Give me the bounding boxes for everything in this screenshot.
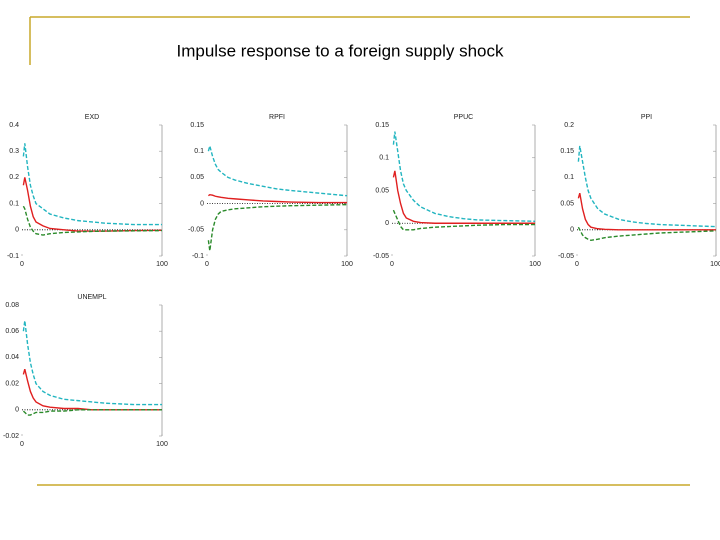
y-tick-label: 0.15 bbox=[190, 122, 204, 129]
x-tick-label: 100 bbox=[341, 261, 353, 268]
slide-title: Impulse response to a foreign supply sho… bbox=[177, 41, 504, 60]
chart-title: UNEMPL bbox=[77, 294, 106, 301]
x-tick-label: 0 bbox=[205, 261, 209, 268]
x-tick-label: 100 bbox=[529, 261, 541, 268]
y-tick-label: 0.1 bbox=[9, 200, 19, 207]
y-tick-label: 0 bbox=[570, 227, 574, 234]
x-tick-label: 100 bbox=[710, 261, 720, 268]
series-line bbox=[392, 170, 535, 224]
x-tick-label: 0 bbox=[575, 261, 579, 268]
series-line bbox=[577, 192, 716, 231]
x-tick-label: 0 bbox=[390, 261, 394, 268]
series-line bbox=[577, 226, 717, 241]
series-line bbox=[207, 203, 348, 251]
series-line bbox=[207, 143, 348, 197]
y-tick-label: 0.15 bbox=[375, 122, 389, 129]
series-line bbox=[207, 193, 347, 204]
chart-title: PPUC bbox=[454, 114, 473, 121]
y-tick-label: 0.2 bbox=[9, 174, 19, 181]
y-tick-label: 0 bbox=[15, 227, 19, 234]
y-tick-label: -0.05 bbox=[188, 227, 204, 234]
y-tick-label: 0.04 bbox=[5, 354, 19, 361]
y-tick-label: -0.05 bbox=[373, 253, 389, 260]
y-tick-label: 0.2 bbox=[564, 122, 574, 129]
y-tick-label: -0.02 bbox=[3, 433, 19, 440]
y-tick-label: 0.02 bbox=[5, 380, 19, 387]
series-line bbox=[22, 177, 163, 232]
series-line bbox=[577, 145, 717, 228]
chart-title: PPI bbox=[641, 114, 652, 121]
y-tick-label: 0.05 bbox=[560, 200, 574, 207]
y-tick-label: 0.1 bbox=[194, 148, 204, 155]
x-tick-label: 100 bbox=[156, 261, 168, 268]
y-tick-label: 0 bbox=[200, 200, 204, 207]
y-tick-label: -0.05 bbox=[558, 253, 574, 260]
y-tick-label: 0.3 bbox=[9, 148, 19, 155]
y-tick-label: 0.05 bbox=[375, 187, 389, 194]
series-line bbox=[392, 131, 536, 222]
chart-title: RPFI bbox=[269, 114, 285, 121]
x-tick-label: 100 bbox=[156, 441, 168, 448]
y-tick-label: 0.1 bbox=[379, 155, 389, 162]
y-tick-label: 0.05 bbox=[190, 174, 204, 181]
x-tick-label: 0 bbox=[20, 261, 24, 268]
series-line bbox=[22, 409, 162, 416]
y-tick-label: 0 bbox=[15, 407, 19, 414]
series-line bbox=[392, 209, 535, 231]
y-tick-label: 0.06 bbox=[5, 328, 19, 335]
series-line bbox=[22, 143, 162, 226]
x-tick-label: 0 bbox=[20, 441, 24, 448]
y-tick-label: -0.1 bbox=[7, 253, 19, 260]
series-line bbox=[22, 369, 162, 411]
series-line bbox=[22, 320, 162, 406]
chart-title: EXD bbox=[85, 114, 99, 121]
y-tick-label: 0.08 bbox=[5, 302, 19, 309]
y-tick-label: 0.1 bbox=[564, 174, 574, 181]
y-tick-label: 0.4 bbox=[9, 122, 19, 129]
y-tick-label: 0.15 bbox=[560, 148, 574, 155]
y-tick-label: -0.1 bbox=[192, 253, 204, 260]
series-line bbox=[22, 205, 163, 236]
y-tick-label: 0 bbox=[385, 220, 389, 227]
